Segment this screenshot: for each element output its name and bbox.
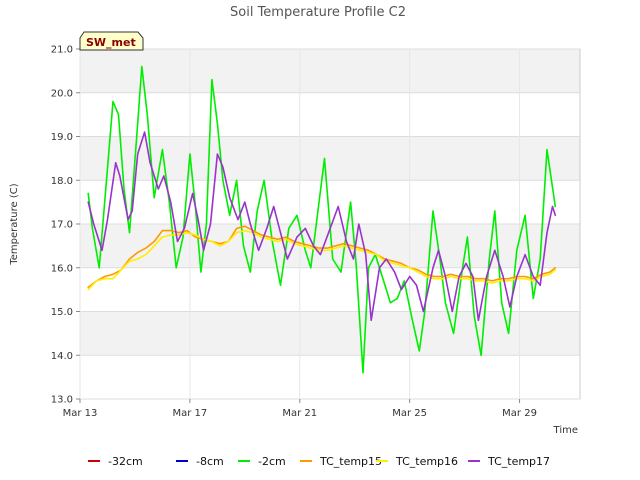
x-tick-label: Mar 13: [63, 408, 98, 419]
x-axis-label: Time: [553, 425, 578, 436]
plot-band: [80, 49, 580, 93]
y-tick-label: 16.0: [51, 263, 73, 274]
x-tick-label: Mar 17: [172, 408, 207, 419]
x-tick-label: Mar 25: [392, 408, 427, 419]
station-badge: SW_met: [79, 31, 144, 51]
x-axis-ticks: Mar 13 Mar 17 Mar 21 Mar 25 Mar 29: [63, 399, 537, 419]
chart-title: Soil Temperature Profile C2: [230, 5, 406, 20]
y-tick-label: 14.0: [51, 351, 73, 362]
series-line-tc-temp16: [87, 229, 557, 291]
legend-label: -32cm: [108, 455, 143, 468]
plot-band: [80, 92, 580, 137]
plot-band: [80, 311, 580, 356]
x-tick-label: Mar 29: [502, 408, 537, 419]
y-tick-label: 13.0: [51, 395, 73, 406]
legend-label: TC_temp17: [487, 455, 550, 468]
legend-label: -8cm: [196, 455, 224, 468]
x-tick-label: Mar 21: [282, 408, 317, 419]
plot-band: [80, 267, 580, 312]
badge-shape: [79, 31, 144, 51]
legend-label: -2cm: [258, 455, 286, 468]
plot-band: [80, 136, 580, 181]
series-line-2cm: [87, 65, 557, 374]
y-tick-label: 18.0: [51, 176, 73, 187]
y-tick-label: 17.0: [51, 220, 73, 231]
y-tick-label: 19.0: [51, 132, 73, 143]
y-tick-label: 15.0: [51, 307, 73, 318]
y-axis-ticks: 13.0 14.0 15.0 16.0 17.0 18.0 19.0 20.0 21.0: [51, 45, 80, 406]
series-line-tc-temp17: [87, 131, 557, 322]
gridlines: [79, 48, 580, 400]
legend-label: TC_temp16: [395, 455, 458, 468]
plot-band: [80, 355, 580, 399]
badge-label: SW_met: [86, 36, 136, 49]
legend: -32cm -8cm -2cm TC_temp15 TC_temp16 TC_temp17: [88, 455, 550, 468]
series-lines: [87, 65, 557, 374]
y-tick-label: 20.0: [51, 88, 73, 99]
y-axis-label: Temperature (C): [9, 183, 20, 265]
legend-label: TC_temp15: [319, 455, 382, 468]
y-tick-label: 21.0: [51, 45, 73, 56]
